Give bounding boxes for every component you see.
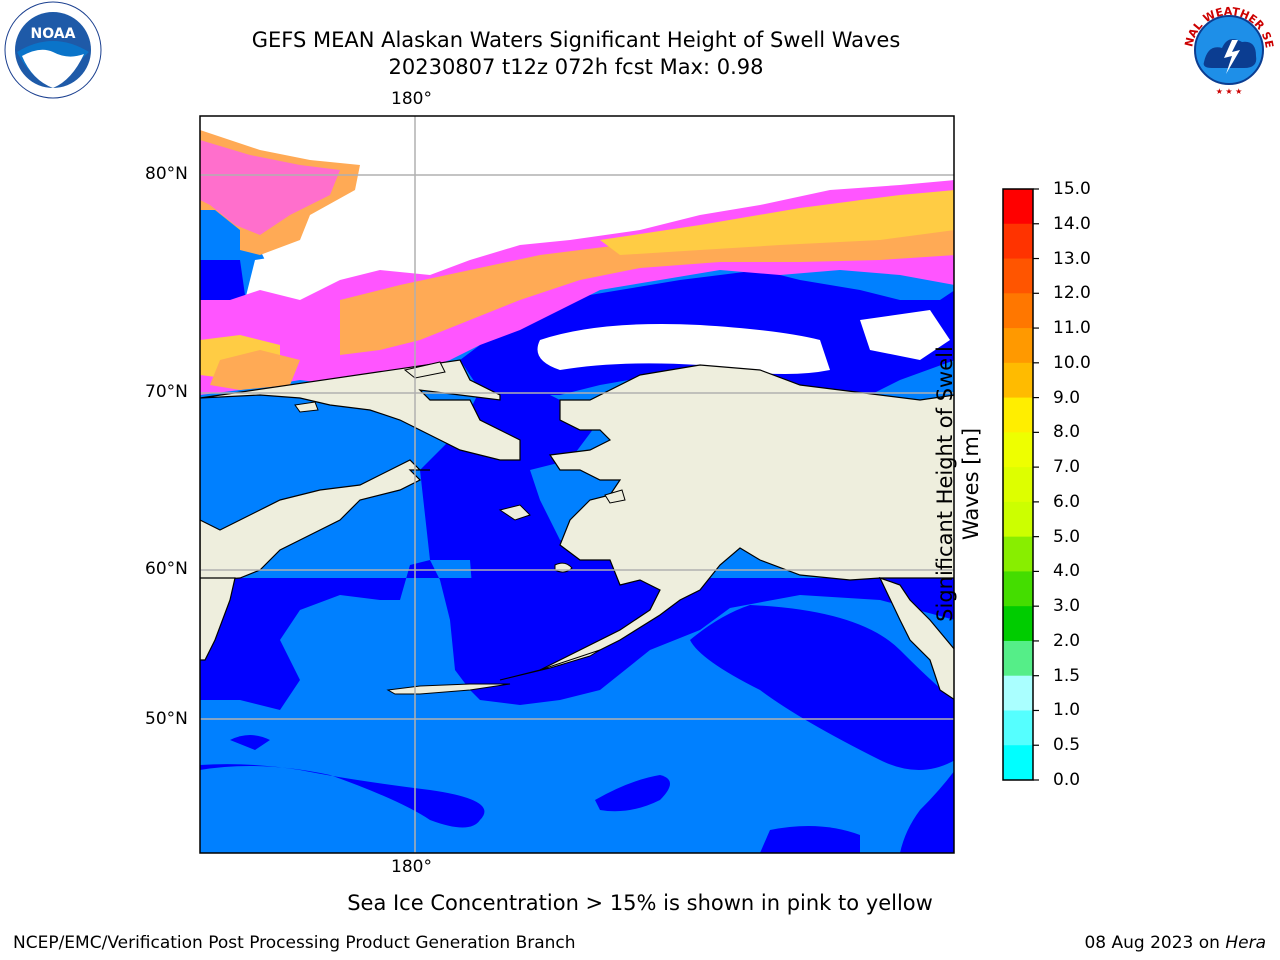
map-plot-area [200,116,954,853]
lat-label-50: 50°N [145,709,188,729]
colorbar-tick-label: 2.0 [1053,630,1081,651]
colorbar-segment [1003,745,1033,781]
colorbar-segment [1003,397,1033,433]
lat-label-60: 60°N [145,559,188,579]
colorbar-segment [1003,606,1033,642]
nws-logo: NATIONAL WEATHER SERVICE ★ ★ ★ [1178,0,1276,97]
colorbar-segment [1003,536,1033,572]
colorbar-tick-label: 6.0 [1053,491,1081,512]
colorbar-tick-label: 3.0 [1053,596,1081,617]
colorbar-tick-label: 5.0 [1053,526,1081,547]
colorbar-segment [1003,675,1033,711]
footer-date: 08 Aug 2023 on Hera [1084,933,1266,953]
footer-date-text: 08 Aug 2023 on [1084,933,1226,953]
lat-label-80: 80°N [145,164,188,184]
map-subtitle: 20230807 t12z 072h fcst Max: 0.98 [388,55,764,79]
colorbar-segment [1003,432,1033,468]
colorbar-tick-label: 0.0 [1053,770,1081,790]
sea-ice-band [200,130,954,395]
colorbar-segment [1003,571,1033,607]
sea-ice-note: Sea Ice Concentration > 15% is shown in … [347,891,933,915]
svg-text:NOAA: NOAA [31,26,76,42]
footer-machine: Hera [1225,933,1266,953]
colorbar-tick-label: 0.5 [1053,735,1081,756]
map-frame [199,115,955,854]
colorbar [1003,189,1033,781]
colorbar-segment [1003,328,1033,364]
graticule [200,116,954,853]
colorbar-tick-label: 13.0 [1053,248,1091,269]
svg-text:★ ★ ★: ★ ★ ★ [1216,87,1243,96]
colorbar-tick-label: 14.0 [1053,213,1091,234]
colorbar-segment [1003,258,1033,294]
colorbar-segment [1003,640,1033,677]
lon-label-top: 180° [391,89,432,109]
colorbar-tick-label: 1.0 [1053,700,1081,721]
colorbar-segment [1003,189,1033,225]
lat-label-70: 70°N [145,382,188,402]
colorbar-tick-label: 7.0 [1053,457,1081,478]
colorbar-tick-label: 4.0 [1053,561,1081,582]
colorbar-tick-label: 15.0 [1053,179,1091,199]
colorbar-tick-label: 9.0 [1053,387,1081,408]
colorbar-segment [1003,710,1033,746]
colorbar-segment [1003,362,1033,399]
colorbar-tick-label: 8.0 [1053,422,1081,443]
colorbar-tick-label: 1.5 [1053,665,1081,686]
colorbar-segment [1003,501,1033,538]
footer-branch: NCEP/EMC/Verification Post Processing Pr… [13,933,576,953]
map-title: GEFS MEAN Alaskan Waters Significant Hei… [251,28,901,52]
noaa-logo: NOAA [4,1,102,99]
lon-label-bottom: 180° [391,857,432,877]
colorbar-segment [1003,223,1033,260]
colorbar-tick-label: 10.0 [1053,352,1091,373]
land-masses [200,359,954,701]
colorbar-segment [1003,293,1033,329]
colorbar-frame [1002,188,1034,781]
colorbar-tick-label: 12.0 [1053,283,1091,304]
colorbar-label: Significant Height of Swell Waves [m] [933,346,983,622]
colorbar-segment [1003,467,1033,503]
colorbar-tick-label: 11.0 [1053,318,1091,339]
